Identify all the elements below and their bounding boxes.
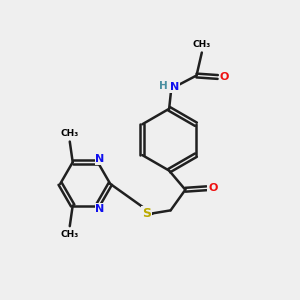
Text: O: O <box>220 72 229 82</box>
Text: O: O <box>208 183 218 193</box>
Text: N: N <box>95 204 105 214</box>
Text: CH₃: CH₃ <box>193 40 211 49</box>
Text: CH₃: CH₃ <box>61 129 79 138</box>
Text: S: S <box>142 207 151 220</box>
Text: H: H <box>159 80 168 91</box>
Text: N: N <box>95 154 105 164</box>
Text: N: N <box>170 82 179 92</box>
Text: CH₃: CH₃ <box>61 230 79 239</box>
